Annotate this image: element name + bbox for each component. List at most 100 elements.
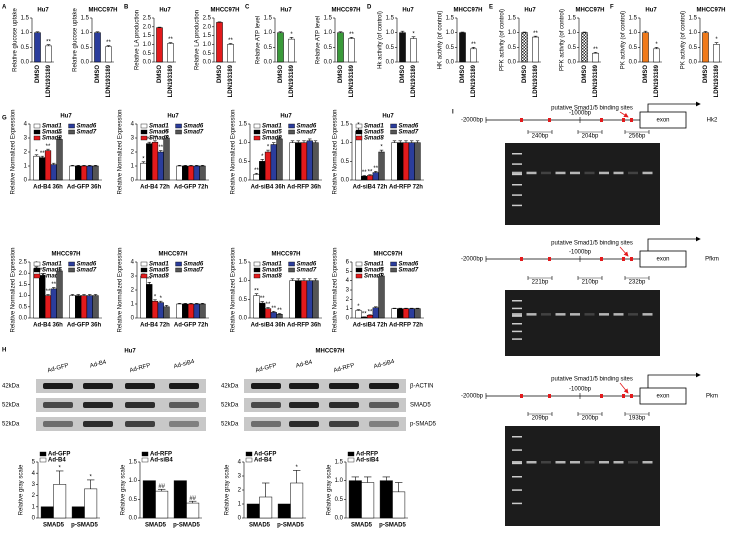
significance: ## bbox=[189, 496, 196, 502]
blot-band bbox=[43, 421, 73, 427]
y-tick-label: 1.0 bbox=[508, 30, 517, 36]
y-tick-label: 1.5 bbox=[239, 122, 248, 128]
protein-label: p-SMAD5 bbox=[410, 422, 437, 428]
y-tick-label: 1.0 bbox=[239, 140, 248, 146]
bar bbox=[408, 142, 415, 181]
y-tick-label: 1.5 bbox=[689, 16, 698, 22]
bar bbox=[259, 496, 273, 519]
y-axis-label: Relative Normalized Expression bbox=[118, 247, 124, 332]
bar bbox=[80, 295, 88, 319]
gene-label: Hk2 bbox=[707, 118, 718, 124]
y-tick-label: 0.0 bbox=[689, 60, 698, 66]
lane-label: Ad-B4 bbox=[89, 359, 107, 369]
fragment-label: 232bp bbox=[629, 280, 646, 286]
bar bbox=[259, 161, 266, 181]
gel-band bbox=[512, 171, 522, 175]
y-tick-label: 1.0 bbox=[324, 30, 333, 36]
legend-swatch bbox=[390, 123, 397, 129]
bar bbox=[75, 165, 82, 181]
bar bbox=[182, 165, 189, 181]
bar bbox=[259, 302, 266, 319]
bar bbox=[521, 32, 528, 63]
lane-label: Ad-siB4 bbox=[373, 359, 395, 370]
lane-label: Ad-RFP bbox=[333, 363, 355, 374]
legend-swatch bbox=[390, 267, 397, 273]
chart-title: Hu7 bbox=[159, 8, 171, 14]
bar bbox=[163, 137, 170, 181]
site-label: putative Smad1/5 binding sites bbox=[551, 377, 633, 383]
legend-swatch bbox=[140, 261, 148, 267]
legend-swatch bbox=[140, 135, 148, 141]
significance: ** bbox=[271, 306, 276, 312]
y-tick-label: 1.5 bbox=[129, 460, 138, 466]
y-tick-label: 4 bbox=[238, 460, 242, 466]
y-tick-label: 0.0 bbox=[341, 178, 350, 184]
y-axis-label: Relative Normalized Expression bbox=[231, 109, 237, 194]
y-axis-label: PK activity (of control) bbox=[681, 11, 687, 69]
binding-site bbox=[600, 257, 603, 261]
legend-label: Smad5 bbox=[364, 130, 384, 136]
fragment-label: 204bp bbox=[582, 134, 599, 140]
significance: ** bbox=[379, 268, 384, 274]
y-tick-label: 1.0 bbox=[203, 42, 212, 48]
bar bbox=[140, 275, 147, 319]
legend-swatch bbox=[253, 129, 261, 135]
legend-swatch bbox=[245, 457, 253, 463]
binding-site bbox=[622, 118, 625, 122]
legend-label: Smad8 bbox=[262, 274, 282, 280]
bar bbox=[306, 280, 313, 319]
exon-label: exon bbox=[656, 118, 669, 124]
chart-title: Hu7 bbox=[60, 114, 72, 120]
significance: ** bbox=[266, 302, 271, 308]
y-tick-label: 1.5 bbox=[386, 16, 395, 22]
bar bbox=[186, 502, 200, 519]
legend-swatch bbox=[33, 129, 41, 135]
y-tick-label: 1.5 bbox=[19, 282, 28, 288]
x-tick-label: SMAD5 bbox=[145, 523, 167, 529]
gel-band bbox=[584, 171, 595, 175]
y-tick-label: 0.0 bbox=[629, 60, 638, 66]
y-tick-label: 5 bbox=[346, 269, 350, 275]
y-tick-label: 0.0 bbox=[203, 60, 212, 66]
significance: ** bbox=[40, 151, 45, 157]
bar bbox=[187, 165, 195, 181]
y-tick-label: 2.0 bbox=[19, 271, 28, 277]
gel bbox=[505, 143, 660, 225]
legend-label: Ad-GFP bbox=[48, 452, 70, 458]
legend-label: Smad5 bbox=[262, 130, 282, 136]
gel-band bbox=[555, 461, 566, 464]
bar bbox=[50, 288, 57, 319]
y-tick-label: 1.0 bbox=[81, 30, 90, 36]
bar bbox=[581, 32, 588, 63]
x-tick-label: p-SMAD5 bbox=[277, 523, 304, 529]
y-tick-label: 0.0 bbox=[129, 516, 138, 522]
y-tick-label: 1.0 bbox=[386, 30, 395, 36]
legend-label: Smad7 bbox=[399, 268, 419, 274]
marker-label: 52kDa bbox=[2, 403, 20, 409]
y-tick-label: 2 bbox=[32, 493, 36, 499]
chart-title: Hu7 bbox=[167, 114, 179, 120]
chart-title: Hu7 bbox=[37, 8, 49, 14]
gel-band bbox=[526, 461, 537, 464]
position-label: -2000bp bbox=[461, 118, 484, 124]
blot-background bbox=[244, 398, 406, 412]
gel-band bbox=[512, 461, 522, 464]
bar bbox=[306, 140, 313, 181]
bar bbox=[182, 303, 189, 319]
legend-swatch bbox=[68, 267, 75, 273]
blot-background bbox=[244, 417, 406, 431]
bar bbox=[227, 44, 234, 63]
gel-band bbox=[613, 461, 624, 464]
gel-band bbox=[628, 461, 638, 464]
blot-band bbox=[369, 402, 399, 408]
position-label: -2000bp bbox=[461, 257, 484, 263]
bar bbox=[56, 270, 63, 319]
ladder-band bbox=[512, 489, 522, 491]
y-tick-label: 3 bbox=[346, 288, 350, 294]
blot-band bbox=[329, 402, 359, 408]
position-label: -2000bp bbox=[461, 394, 484, 400]
chart-title: Hu7 bbox=[382, 114, 394, 120]
bar bbox=[199, 303, 206, 319]
bar bbox=[289, 280, 296, 319]
panel-label: C bbox=[245, 5, 250, 11]
